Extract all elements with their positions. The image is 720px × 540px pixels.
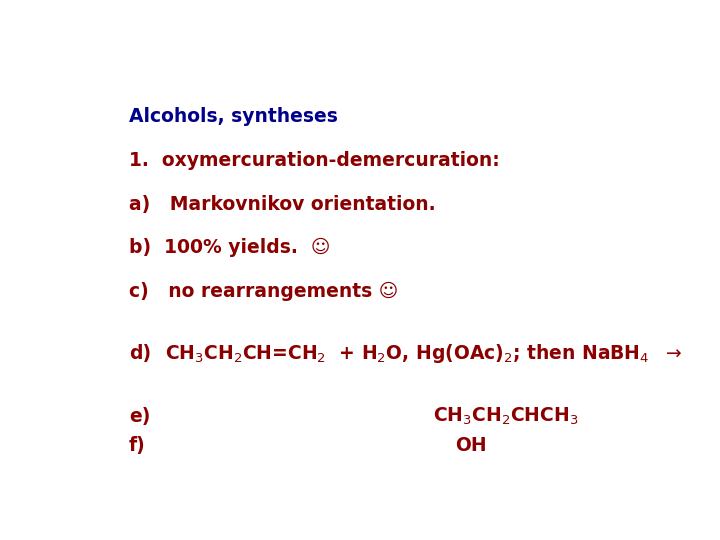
- Text: CH$_3$CH$_2$CHCH$_3$: CH$_3$CH$_2$CHCH$_3$: [433, 406, 579, 427]
- Text: 1.  oxymercuration-demercuration:: 1. oxymercuration-demercuration:: [129, 151, 500, 170]
- Text: a)   Markovnikov orientation.: a) Markovnikov orientation.: [129, 194, 436, 214]
- Text: OH: OH: [456, 436, 487, 455]
- Text: f): f): [129, 436, 146, 455]
- Text: CH$_3$CH$_2$CH=CH$_2$  + H$_2$O, Hg(OAc)$_2$; then NaBH$_4$  $\rightarrow$: CH$_3$CH$_2$CH=CH$_2$ + H$_2$O, Hg(OAc)$…: [166, 342, 683, 365]
- Text: Alcohols, syntheses: Alcohols, syntheses: [129, 107, 338, 126]
- Text: c)   no rearrangements ☺: c) no rearrangements ☺: [129, 282, 398, 301]
- Text: b)  100% yields.  ☺: b) 100% yields. ☺: [129, 238, 330, 258]
- Text: d): d): [129, 345, 151, 363]
- Text: e): e): [129, 407, 150, 426]
